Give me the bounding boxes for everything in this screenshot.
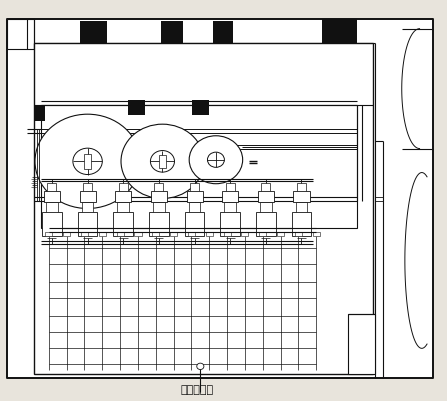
Bar [213,21,233,43]
Bar [321,19,357,43]
Circle shape [151,150,174,172]
Bar [261,183,270,190]
Bar [117,232,124,237]
Bar [154,183,163,190]
Circle shape [35,114,140,209]
Bar [44,190,60,203]
Bar [34,43,373,374]
Circle shape [121,124,204,198]
Bar [34,105,45,121]
Bar [161,21,183,43]
Bar [152,232,159,237]
Bar [295,203,307,213]
Bar [348,314,375,374]
Text: Z: Z [104,188,121,213]
Bar [259,232,266,237]
Bar [151,190,167,203]
Bar [119,183,128,190]
Bar [99,232,106,237]
Bar [41,105,357,229]
Bar [190,183,199,190]
Bar [128,100,145,115]
Bar [277,232,284,237]
Text: JCAD: JCAD [196,190,251,211]
Bar [63,232,70,237]
Bar [81,232,88,237]
Bar [83,183,92,190]
Text: 道: 道 [184,180,209,221]
Bar [241,232,249,237]
Circle shape [197,363,204,370]
Bar [297,183,306,190]
Bar [8,19,34,49]
Bar [159,155,165,168]
Circle shape [73,148,102,174]
Bar [80,21,107,43]
Bar [226,183,235,190]
Bar [45,232,52,237]
Bar [260,203,272,213]
Text: 網: 網 [318,180,343,221]
Bar [47,183,56,190]
Bar [220,213,240,237]
Bar [224,232,231,237]
Bar [84,154,91,168]
Circle shape [189,136,243,184]
Bar [189,203,200,213]
Bar [115,190,131,203]
Bar [258,190,274,203]
Bar [149,213,169,237]
Bar [294,190,309,203]
Bar [185,213,204,237]
Bar [82,203,93,213]
Bar [114,213,133,237]
Text: 筑: 筑 [51,180,76,221]
Bar [192,100,209,115]
Bar [78,213,97,237]
Bar [224,203,236,213]
Bar [153,203,164,213]
Bar [118,203,129,213]
Bar [222,190,238,203]
Bar [170,232,177,237]
Bar [135,232,142,237]
Bar [42,213,62,237]
Bar [206,232,213,237]
Bar [46,203,58,213]
Bar [292,213,311,237]
Bar [312,232,320,237]
Circle shape [207,152,224,167]
Bar [186,190,202,203]
Bar [256,213,276,237]
Bar [188,232,195,237]
Text: .COM: .COM [295,191,348,210]
Bar [80,190,96,203]
Text: 管网布置图: 管网布置图 [180,385,213,395]
Bar [295,232,302,237]
